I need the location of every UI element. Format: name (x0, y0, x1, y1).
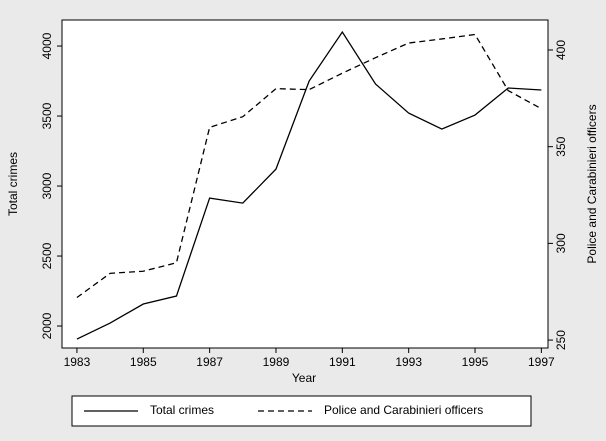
y-axis-label: Total crimes (6, 152, 20, 216)
y-tick-label: 4000 (40, 32, 54, 59)
x-tick-label: 1995 (462, 355, 489, 369)
y2-tick-label: 300 (554, 233, 568, 253)
x-tick-label: 1997 (528, 355, 555, 369)
x-axis-label: Year (292, 371, 316, 385)
y2-tick-label: 250 (554, 330, 568, 350)
series-line (76, 33, 542, 299)
y2-tick-label: 400 (554, 40, 568, 60)
y-tick-label: 2000 (40, 312, 54, 339)
y-tick-label: 3500 (40, 102, 54, 129)
series-line (76, 30, 542, 340)
legend-label: Police and Carabinieri officers (324, 403, 483, 417)
y2-tick-label: 350 (554, 136, 568, 156)
x-tick-label: 1989 (263, 355, 290, 369)
plot-area (61, 19, 549, 349)
legend-label: Total crimes (150, 403, 214, 417)
y-tick-label: 3000 (40, 172, 54, 199)
x-tick-label: 1991 (329, 355, 356, 369)
x-tick-label: 1993 (395, 355, 422, 369)
y-tick-label: 2500 (40, 242, 54, 269)
y2-axis-label: Police and Carabinieri officers (585, 104, 599, 263)
x-tick-label: 1983 (64, 355, 91, 369)
x-tick-label: 1987 (196, 355, 223, 369)
x-tick-label: 1985 (130, 355, 157, 369)
